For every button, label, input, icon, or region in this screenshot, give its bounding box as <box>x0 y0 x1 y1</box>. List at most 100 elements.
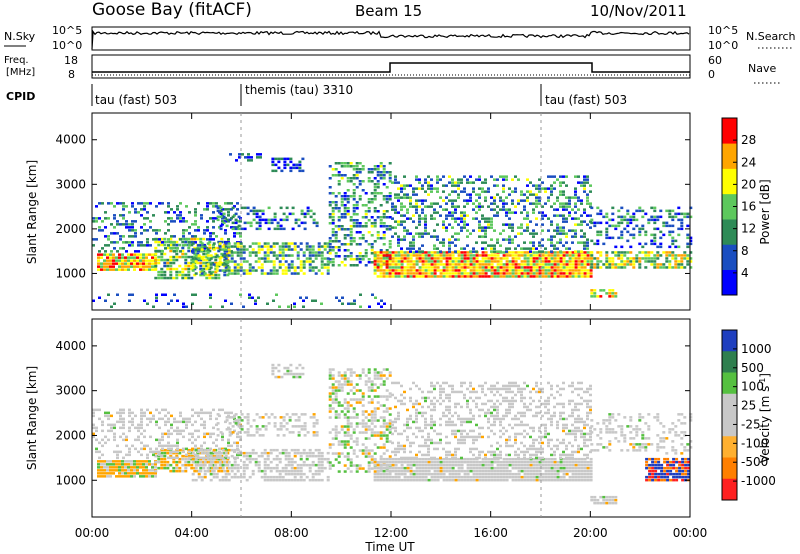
power-cell <box>388 266 392 269</box>
velocity-cell <box>227 414 230 418</box>
power-cell <box>493 275 497 278</box>
velocity-cell <box>328 467 332 470</box>
velocity-cell <box>391 466 395 470</box>
velocity-cell <box>520 457 524 461</box>
power-cell <box>302 260 306 263</box>
power-cell <box>430 214 433 217</box>
velocity-cell <box>312 434 316 437</box>
power-cell <box>550 263 554 266</box>
power-cell <box>176 205 179 208</box>
power-cell <box>234 212 238 216</box>
velocity-cell <box>263 466 267 470</box>
power-cell <box>205 255 209 259</box>
power-cell <box>653 215 657 219</box>
velocity-cell <box>364 455 368 458</box>
velocity-cell <box>424 457 428 461</box>
power-cell <box>499 269 503 272</box>
power-cell <box>508 241 511 244</box>
velocity-cell <box>352 449 356 452</box>
velocity-cell <box>364 431 368 434</box>
velocity-cell <box>290 463 294 467</box>
power-cell <box>302 251 306 254</box>
power-cell <box>300 221 304 225</box>
velocity-cell <box>311 454 315 458</box>
velocity-cell <box>481 466 485 470</box>
power-cell <box>514 247 517 250</box>
power-cell <box>448 260 452 263</box>
power-cell <box>430 260 434 263</box>
velocity-cell <box>237 416 241 419</box>
velocity-cell <box>472 457 476 461</box>
velocity-cell <box>140 414 143 418</box>
power-cell <box>409 196 412 199</box>
power-cell <box>424 226 427 229</box>
velocity-cell <box>403 469 407 473</box>
power-cell <box>349 243 353 246</box>
velocity-cell <box>218 456 221 460</box>
velocity-cell <box>466 466 470 470</box>
power-cell <box>308 269 312 272</box>
power-cell <box>442 199 445 202</box>
velocity-cell <box>529 472 533 476</box>
velocity-cell <box>157 451 161 455</box>
power-cell <box>315 221 319 225</box>
velocity-cell <box>358 449 362 452</box>
velocity-cell <box>157 454 161 458</box>
power-cell <box>553 175 556 178</box>
power-cell <box>269 245 273 248</box>
velocity-cell <box>242 475 246 479</box>
velocity-cell <box>212 456 215 460</box>
velocity-cell <box>511 463 515 467</box>
power-cell <box>106 259 109 262</box>
velocity-cell <box>430 472 434 476</box>
power-cell <box>388 180 392 183</box>
velocity-cell <box>529 469 533 473</box>
power-cell <box>556 208 559 211</box>
power-cell <box>394 257 398 260</box>
velocity-cell <box>334 386 338 389</box>
power-cell <box>355 174 359 177</box>
power-cell <box>418 178 421 181</box>
velocity-cell <box>346 383 350 386</box>
power-cell <box>409 247 412 250</box>
velocity-cell <box>294 425 298 428</box>
power-cell <box>281 242 285 245</box>
power-cell <box>388 257 392 260</box>
power-cell <box>328 243 332 246</box>
power-cell <box>460 266 464 269</box>
power-cell <box>394 196 397 199</box>
power-cell <box>529 275 533 278</box>
power-cell <box>163 237 167 241</box>
power-cell <box>343 198 347 201</box>
power-cell <box>436 238 439 241</box>
power-cell <box>314 254 318 257</box>
power-cell <box>590 254 594 257</box>
power-cell <box>334 207 338 210</box>
velocity-cell <box>179 414 182 418</box>
velocity-cell <box>496 472 500 476</box>
velocity-cell <box>203 441 206 445</box>
power-cell <box>448 199 451 202</box>
velocity-cell <box>343 443 347 446</box>
power-cell <box>562 175 565 178</box>
power-cell <box>364 216 368 219</box>
power-cell <box>364 240 368 243</box>
velocity-cell <box>272 478 276 482</box>
power-cell <box>632 212 636 216</box>
velocity-cell <box>334 401 338 404</box>
velocity-cell <box>346 419 350 422</box>
power-cell <box>415 257 419 260</box>
velocity-cell <box>170 414 173 418</box>
velocity-cell <box>161 447 164 451</box>
power-cell <box>225 224 229 228</box>
velocity-cell <box>323 466 327 470</box>
power-cell <box>208 258 212 262</box>
power-cell <box>208 246 212 250</box>
power-cell <box>508 187 511 190</box>
velocity-cell <box>427 457 431 461</box>
power-cell <box>100 253 103 256</box>
power-cell <box>617 254 621 257</box>
power-cell <box>197 248 201 251</box>
power-cell <box>382 269 386 272</box>
power-cell <box>193 261 197 265</box>
